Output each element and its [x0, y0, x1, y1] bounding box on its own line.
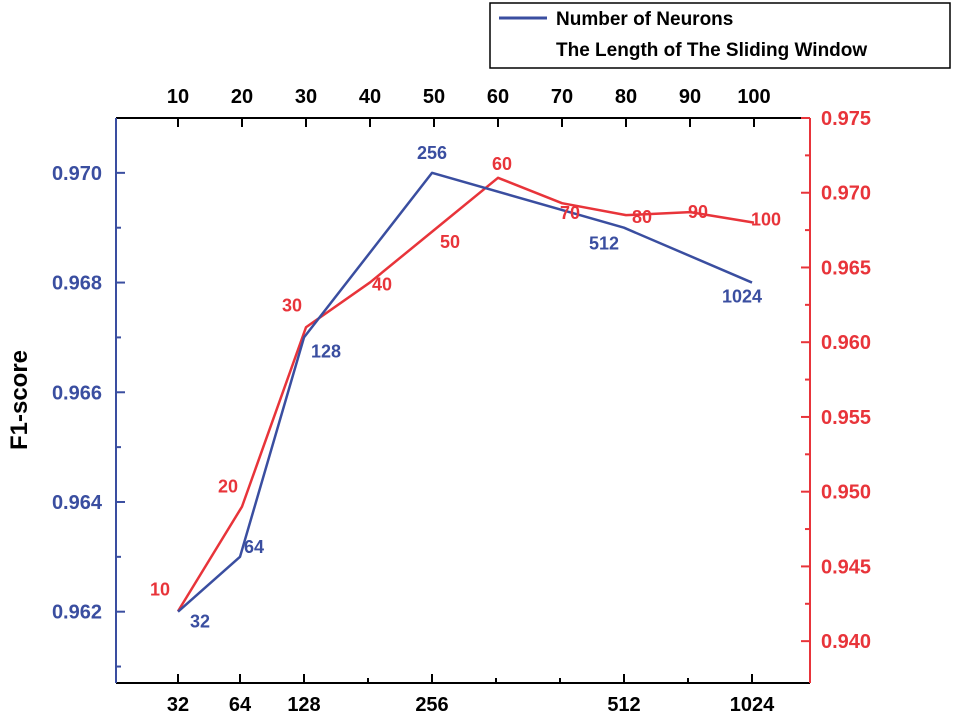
right-tick-label: 0.950 — [821, 482, 871, 504]
data-label-window: 100 — [751, 210, 781, 230]
right-tick-label: 0.955 — [821, 407, 871, 429]
legend-label-window: The Length of The Sliding Window — [556, 40, 867, 61]
top-tick-label: 20 — [231, 86, 253, 108]
left-tick-label: 0.970 — [52, 163, 102, 185]
bottom-tick-label: 32 — [167, 694, 189, 716]
data-label-window: 30 — [282, 295, 302, 315]
left-tick-label: 0.964 — [52, 492, 103, 514]
bottom-axis: 32 64 128 256 512 1024 — [167, 674, 775, 716]
right-tick-label: 0.960 — [821, 332, 871, 354]
right-tick-label: 0.965 — [821, 257, 871, 279]
bottom-tick-label: 512 — [607, 694, 640, 716]
data-label-window: 40 — [372, 274, 392, 294]
data-label-neurons: 512 — [589, 234, 619, 254]
top-tick-label: 50 — [423, 86, 445, 108]
series-line-neurons — [177, 171, 753, 613]
top-tick-label: 10 — [167, 86, 189, 108]
left-tick-label: 0.962 — [52, 602, 102, 624]
right-tick-label: 0.970 — [821, 183, 871, 205]
right-tick-label: 0.945 — [821, 556, 871, 578]
bottom-tick-label: 128 — [287, 694, 320, 716]
data-label-neurons: 1024 — [722, 287, 762, 307]
left-tick-label: 0.966 — [52, 382, 102, 404]
top-tick-label: 100 — [737, 86, 770, 108]
bottom-tick-label: 64 — [229, 694, 252, 716]
data-label-window: 60 — [492, 154, 512, 174]
plot-frame — [115, 117, 811, 684]
right-tick-label: 0.940 — [821, 631, 871, 653]
series-line-window — [176, 176, 755, 612]
data-label-neurons: 32 — [190, 612, 210, 632]
y-axis-title: F1-score — [6, 350, 33, 450]
bottom-tick-label: 1024 — [730, 694, 775, 716]
top-tick-label: 90 — [679, 86, 701, 108]
left-tick-label: 0.968 — [52, 273, 102, 295]
data-label-neurons: 64 — [244, 537, 264, 557]
top-tick-label: 40 — [359, 86, 381, 108]
top-tick-label: 70 — [551, 86, 573, 108]
data-label-window: 20 — [218, 477, 238, 497]
top-tick-label: 80 — [615, 86, 637, 108]
right-tick-label: 0.975 — [821, 108, 871, 130]
legend-label-neurons: Number of Neurons — [556, 9, 733, 30]
data-label-window: 70 — [560, 203, 580, 223]
data-label-neurons: 128 — [311, 341, 341, 361]
legend-box — [489, 2, 951, 69]
data-label-neurons: 256 — [417, 143, 447, 163]
data-label-window: 90 — [688, 202, 708, 222]
bottom-tick-label: 256 — [415, 694, 448, 716]
data-label-window: 50 — [440, 232, 460, 252]
top-axis: 10 20 30 40 50 60 70 80 90 100 — [167, 86, 771, 127]
data-label-window: 80 — [632, 207, 652, 227]
series-group: 32 64 128 256 512 1024 10 20 30 40 50 60 70 80 90 100 — [150, 143, 781, 632]
top-tick-label: 30 — [295, 86, 317, 108]
data-label-window: 10 — [150, 579, 170, 599]
top-tick-label: 60 — [487, 86, 509, 108]
left-axis: 0.962 0.964 0.966 0.968 0.970 — [52, 163, 125, 668]
legend: Number of Neurons The Length of The Slid… — [489, 2, 951, 69]
right-axis: 0.940 0.945 0.950 0.955 0.960 0.965 0.970 0.975 — [801, 108, 871, 653]
